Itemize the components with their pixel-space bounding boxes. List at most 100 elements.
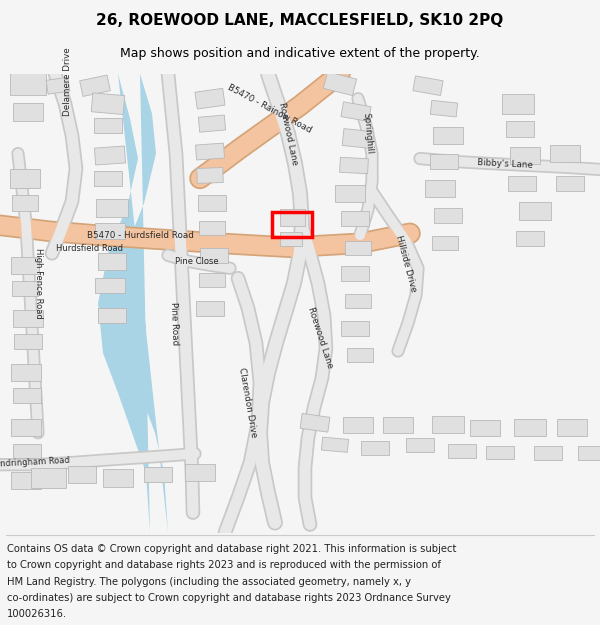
Bar	[516, 231, 544, 246]
Text: Contains OS data © Crown copyright and database right 2021. This information is : Contains OS data © Crown copyright and d…	[7, 544, 457, 554]
Bar	[514, 419, 546, 436]
Text: to Crown copyright and database rights 2023 and is reproduced with the permissio: to Crown copyright and database rights 2…	[7, 560, 441, 570]
Bar	[95, 278, 125, 292]
Bar	[347, 348, 373, 362]
Bar	[280, 232, 302, 246]
Bar	[335, 185, 365, 202]
Bar	[341, 211, 369, 226]
Bar	[13, 444, 41, 458]
Bar	[506, 121, 534, 137]
Bar	[341, 321, 369, 336]
Text: Springhill: Springhill	[362, 112, 374, 154]
Bar	[272, 213, 312, 238]
Bar	[341, 266, 369, 281]
Bar	[406, 438, 434, 452]
Polygon shape	[98, 74, 168, 532]
Bar	[94, 146, 125, 165]
Bar	[340, 158, 368, 174]
Bar	[197, 168, 223, 183]
Bar	[534, 446, 562, 460]
Bar	[577, 446, 600, 460]
Bar	[199, 273, 225, 287]
Bar	[342, 129, 374, 149]
Bar	[502, 94, 534, 114]
Bar	[343, 417, 373, 432]
Text: Delamere Drive: Delamere Drive	[62, 48, 71, 116]
Bar	[11, 257, 39, 274]
Bar	[103, 469, 133, 487]
Bar	[94, 118, 122, 133]
Bar	[430, 154, 458, 169]
Text: Roewood Lane: Roewood Lane	[277, 101, 299, 166]
Bar	[556, 176, 584, 191]
Text: High Fence Road: High Fence Road	[34, 248, 43, 319]
Bar	[95, 223, 125, 239]
Bar	[98, 308, 126, 322]
Bar	[11, 364, 41, 381]
Bar	[80, 75, 110, 96]
Bar	[91, 93, 125, 114]
Bar	[413, 76, 443, 96]
Bar	[508, 176, 536, 191]
Bar	[96, 199, 128, 217]
Bar	[94, 171, 122, 186]
Bar	[10, 72, 46, 95]
Bar	[12, 281, 38, 296]
Bar	[557, 419, 587, 436]
Text: B5470 - Rainow Road: B5470 - Rainow Road	[227, 82, 313, 134]
Bar	[432, 416, 464, 433]
Bar	[345, 294, 371, 308]
Bar	[198, 196, 226, 211]
Bar	[144, 467, 172, 482]
Bar	[510, 147, 540, 164]
Bar	[432, 236, 458, 250]
Bar	[383, 417, 413, 432]
Text: co-ordinates) are subject to Crown copyright and database rights 2023 Ordnance S: co-ordinates) are subject to Crown copyr…	[7, 593, 451, 603]
Bar	[322, 437, 349, 452]
Text: B5470 - Hurdsfield Road: B5470 - Hurdsfield Road	[86, 231, 193, 240]
Bar	[13, 388, 41, 403]
Text: Roewood Lane: Roewood Lane	[306, 306, 334, 370]
Bar	[430, 101, 458, 117]
Bar	[68, 466, 96, 483]
Text: Bibby's Lane: Bibby's Lane	[477, 158, 533, 169]
Bar	[280, 209, 305, 226]
Bar	[200, 248, 228, 262]
Text: 26, ROEWOOD LANE, MACCLESFIELD, SK10 2PQ: 26, ROEWOOD LANE, MACCLESFIELD, SK10 2PQ	[97, 13, 503, 28]
Bar	[196, 143, 224, 160]
Bar	[11, 419, 41, 436]
Bar	[196, 301, 224, 316]
Bar	[448, 444, 476, 458]
Bar	[345, 241, 371, 255]
Bar	[31, 468, 65, 488]
Bar	[433, 127, 463, 144]
Bar	[300, 414, 330, 432]
Bar	[14, 334, 42, 349]
Bar	[46, 78, 70, 94]
Bar	[195, 88, 225, 109]
Bar	[10, 169, 40, 188]
Bar	[519, 202, 551, 221]
Bar	[199, 115, 226, 132]
Text: Map shows position and indicative extent of the property.: Map shows position and indicative extent…	[120, 47, 480, 59]
Text: Pine Road: Pine Road	[169, 301, 179, 345]
Bar	[361, 441, 389, 455]
Bar	[486, 446, 514, 459]
Bar	[199, 221, 225, 235]
Bar	[341, 102, 371, 121]
Bar	[13, 102, 43, 121]
Text: Hurdsfield Road: Hurdsfield Road	[56, 244, 124, 252]
Bar	[98, 253, 126, 270]
Bar	[12, 196, 38, 211]
Bar	[425, 180, 455, 197]
Text: 100026316.: 100026316.	[7, 609, 67, 619]
Bar	[13, 309, 43, 326]
Bar	[323, 72, 356, 96]
Bar	[470, 420, 500, 436]
Bar	[550, 145, 580, 162]
Text: HM Land Registry. The polygons (including the associated geometry, namely x, y: HM Land Registry. The polygons (includin…	[7, 576, 411, 586]
Text: Hillside Drive: Hillside Drive	[394, 234, 418, 292]
Text: Sandringham Road: Sandringham Road	[0, 456, 70, 469]
Text: Clarendon Drive: Clarendon Drive	[238, 367, 259, 439]
Bar	[11, 472, 41, 489]
